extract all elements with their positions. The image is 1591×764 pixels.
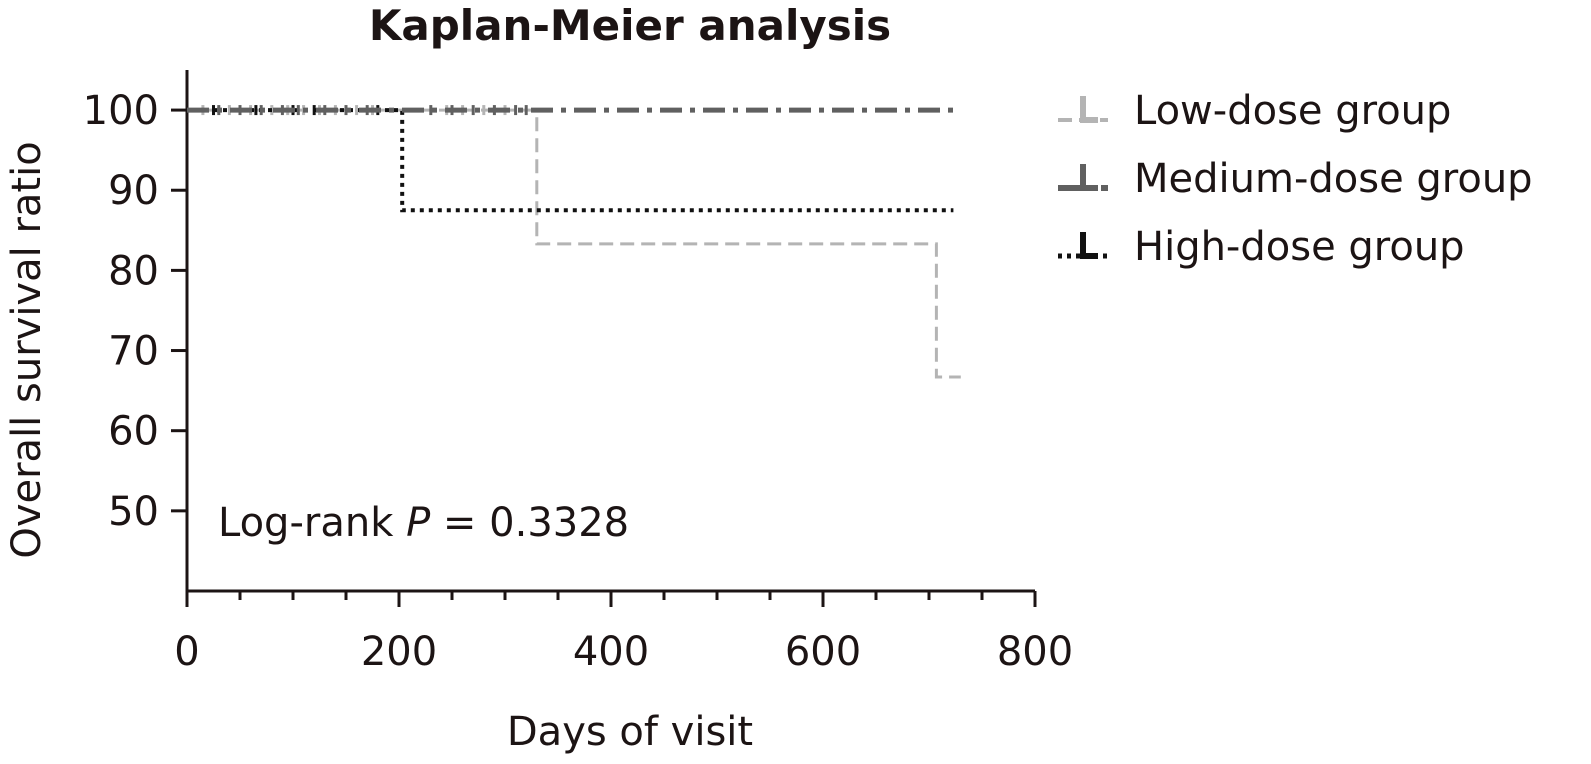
log-rank-annotation: Log-rank P = 0.3328 — [218, 500, 629, 546]
legend-swatch-step — [1080, 232, 1098, 259]
survival-curve-low — [187, 108, 961, 379]
annotation-p-symbol: P — [406, 500, 431, 546]
x-tick-label: 200 — [361, 629, 437, 675]
annotation-p-value: = 0.3328 — [430, 500, 629, 546]
y-tick-label: 90 — [108, 168, 159, 214]
x-tick-label: 400 — [573, 629, 649, 675]
y-tick-label: 100 — [83, 88, 159, 134]
legend-label: Low-dose group — [1134, 88, 1451, 134]
survival-curves — [187, 105, 961, 379]
y-tick-label: 60 — [108, 409, 159, 455]
legend: Low-dose group Medium-dose group High-dose… — [1058, 88, 1533, 270]
survival-curve-high — [187, 108, 954, 213]
x-tick-label: 0 — [174, 629, 199, 675]
y-tick-label: 70 — [108, 329, 159, 375]
chart-title: Kaplan-Meier analysis — [369, 1, 891, 50]
legend-swatch-step — [1080, 96, 1098, 123]
x-axis-label: Days of visit — [507, 709, 753, 755]
y-tick-label: 50 — [108, 489, 159, 535]
axes: 50 60 70 80 90 100 0 200 400 600 800 — [83, 70, 1073, 675]
x-tick-label: 800 — [997, 629, 1073, 675]
legend-swatch-step — [1080, 164, 1098, 191]
y-axis-label: Overall survival ratio — [4, 141, 50, 558]
y-tick-label: 80 — [108, 248, 159, 294]
legend-label: Medium-dose group — [1134, 156, 1533, 202]
annotation-prefix: Log-rank — [218, 500, 406, 546]
legend-label: High-dose group — [1134, 224, 1465, 270]
x-tick-label: 600 — [785, 629, 861, 675]
